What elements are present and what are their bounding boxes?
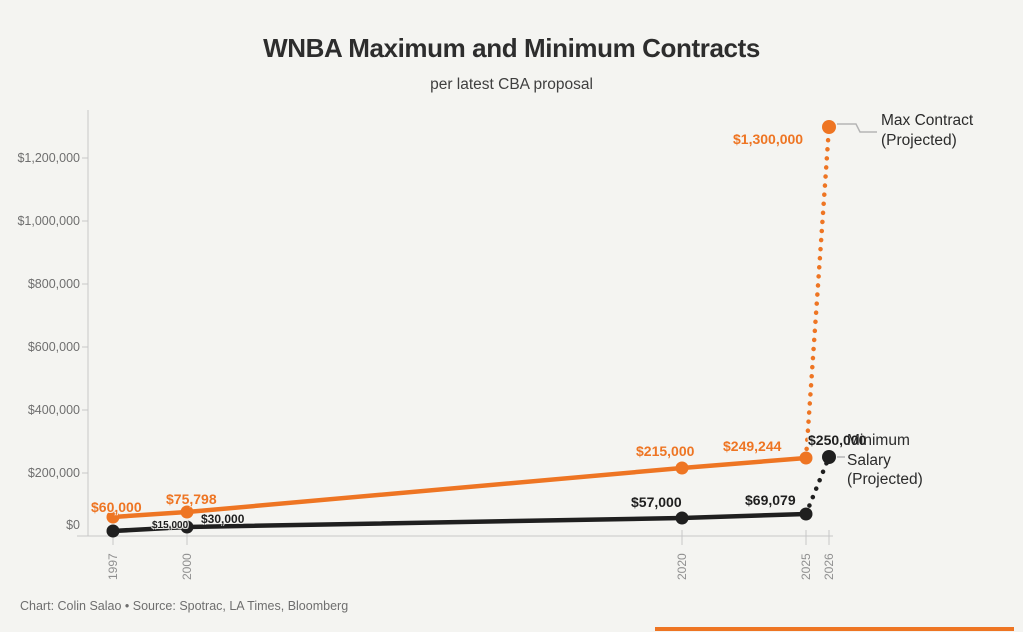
x-axis-tick-label: 2000 — [180, 553, 194, 580]
minimum-salary-line — [110, 511, 809, 534]
y-axis-tick-label: $1,200,000 — [17, 151, 80, 165]
x-axis-tick-label: 2025 — [799, 553, 813, 580]
chart-subtitle: per latest CBA proposal — [430, 76, 593, 93]
min-value-label-2025: $69,079 — [745, 492, 796, 508]
x-axis-ticks — [112, 530, 830, 545]
max-value-label-2020: $215,000 — [636, 443, 695, 459]
y-axis-tick-label: $400,000 — [27, 403, 80, 417]
y-axis-ticks — [82, 157, 88, 474]
min-value-label-2000: $30,000 — [201, 512, 245, 526]
brand-accent-bar — [655, 627, 1014, 631]
y-axis-tick-label: $0 — [66, 518, 80, 532]
max-value-label-1997: $60,000 — [91, 499, 142, 515]
min-value-label-2020: $57,000 — [631, 494, 682, 510]
y-axis-tick-label: $800,000 — [27, 277, 80, 291]
annotation-line: Max Contract — [881, 112, 974, 129]
x-axis-tick-label: 1997 — [106, 553, 120, 580]
max-annotation-connector — [837, 123, 877, 133]
annotation-line: (Projected) — [847, 471, 923, 488]
y-axis-tick-label: $200,000 — [27, 466, 80, 480]
max-contract-projected-dotted-line — [803, 124, 832, 461]
max-contract-points — [106, 120, 836, 524]
y-axis-tick-label: $600,000 — [27, 340, 80, 354]
minimum-salary-points — [106, 450, 836, 538]
x-axis-tick-label: 2026 — [822, 553, 836, 580]
y-axis-tick-label: $1,000,000 — [17, 214, 80, 228]
annotation-minimum-salary: Minimum Salary (Projected) — [847, 431, 923, 490]
annotation-max-contract: Max Contract (Projected) — [881, 111, 973, 150]
max-value-label-2000: $75,798 — [166, 491, 217, 507]
max-value-label-2025: $249,244 — [723, 438, 782, 454]
chart-credit: Chart: Colin Salao • Source: Spotrac, LA… — [20, 599, 349, 613]
minimum-salary-projected-dotted-line — [803, 454, 832, 517]
annotation-line: Minimum — [847, 432, 910, 449]
max-contract-line — [110, 455, 809, 520]
annotation-line: (Projected) — [881, 131, 957, 149]
min-value-label-2026: $250,000 — [808, 432, 867, 448]
annotation-line: Salary — [847, 451, 891, 469]
min-value-label-1997: $15,000 — [152, 520, 189, 531]
x-axis-tick-label: 2020 — [675, 553, 689, 580]
max-value-label-2026: $1,300,000 — [733, 131, 804, 147]
chart-title: WNBA Maximum and Minimum Contracts — [263, 33, 760, 63]
